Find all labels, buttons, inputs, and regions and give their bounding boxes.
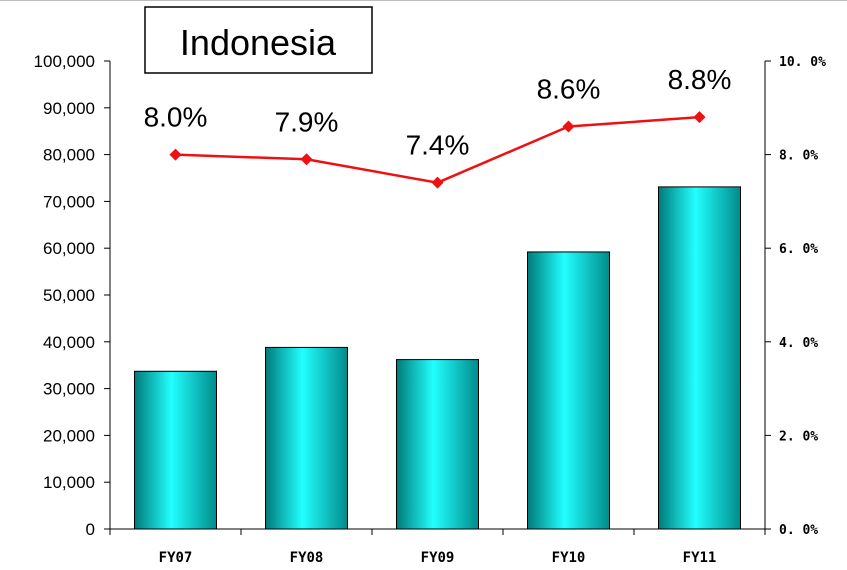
x-tick-label: FY09	[421, 550, 455, 566]
right-tick-label: 6. 0%	[779, 242, 818, 257]
bar-fy08	[265, 346, 348, 530]
left-tick-label: 20,000	[43, 426, 95, 445]
x-tick-label: FY08	[290, 550, 324, 566]
left-tick-label: 50,000	[43, 286, 95, 305]
left-tick-label: 70,000	[43, 192, 95, 211]
x-tick-label: FY10	[552, 550, 586, 566]
left-tick-label: 80,000	[43, 146, 95, 165]
bar-fy10	[527, 251, 610, 530]
left-tick-label: 0	[86, 520, 95, 539]
right-tick-label: 4. 0%	[779, 336, 818, 351]
left-tick-label: 40,000	[43, 333, 95, 352]
bar-fy11	[658, 186, 741, 530]
data-label: 7.9%	[275, 106, 339, 137]
bar-fy07	[134, 370, 217, 530]
line-marker	[431, 176, 444, 189]
x-tick-label: FY07	[159, 550, 193, 566]
right-tick-label: 10. 0%	[779, 55, 826, 70]
line-marker	[693, 111, 706, 124]
data-label: 8.0%	[144, 102, 208, 133]
line-marker	[562, 120, 575, 133]
line-marker	[300, 153, 313, 166]
data-label: 7.4%	[406, 130, 470, 161]
line-marker	[169, 148, 182, 161]
x-tick-label: FY11	[683, 550, 717, 566]
right-tick-label: 0. 0%	[779, 523, 818, 538]
left-tick-label: 90,000	[43, 99, 95, 118]
left-tick-label: 10,000	[43, 473, 95, 492]
chart-title: Indonesia	[180, 22, 337, 63]
left-tick-label: 100,000	[34, 52, 95, 71]
right-tick-label: 2. 0%	[779, 429, 818, 444]
bar-fy09	[396, 359, 479, 530]
right-tick-label: 8. 0%	[779, 149, 818, 164]
data-label: 8.6%	[537, 74, 601, 105]
data-label: 8.8%	[668, 64, 732, 95]
left-tick-label: 60,000	[43, 239, 95, 258]
left-tick-label: 30,000	[43, 380, 95, 399]
title-box	[144, 6, 373, 74]
